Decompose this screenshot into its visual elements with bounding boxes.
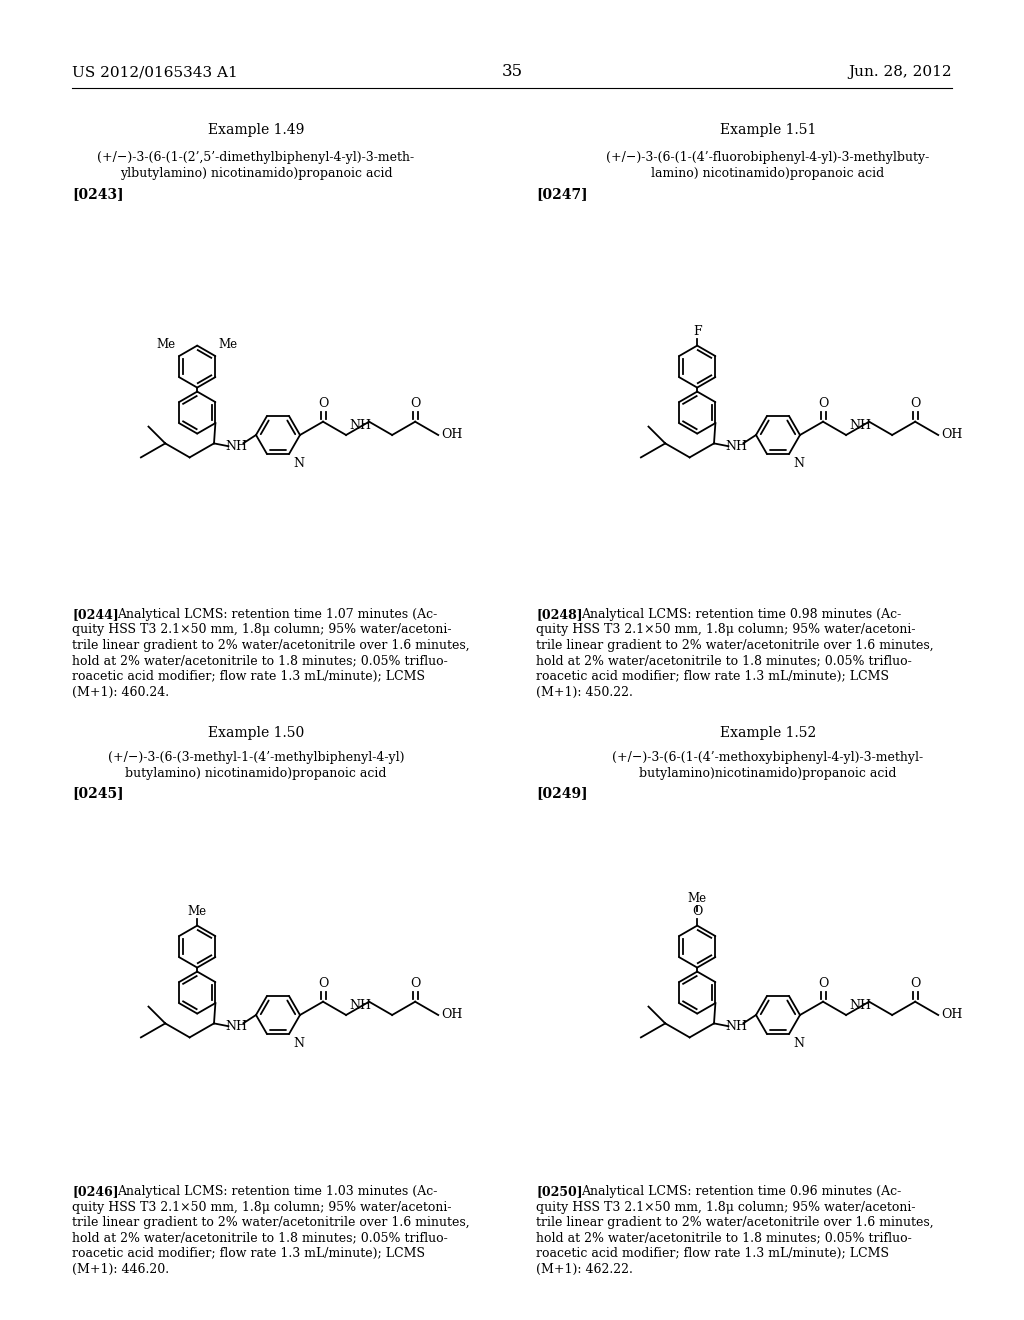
Text: quity HSS T3 2.1×50 mm, 1.8μ column; 95% water/acetoni-: quity HSS T3 2.1×50 mm, 1.8μ column; 95%…	[72, 1200, 452, 1213]
Text: Analytical LCMS: retention time 0.96 minutes (Ac-: Analytical LCMS: retention time 0.96 min…	[581, 1185, 901, 1199]
Text: quity HSS T3 2.1×50 mm, 1.8μ column; 95% water/acetoni-: quity HSS T3 2.1×50 mm, 1.8μ column; 95%…	[536, 623, 915, 636]
Text: (M+1): 446.20.: (M+1): 446.20.	[72, 1262, 169, 1275]
Text: OH: OH	[941, 1008, 963, 1022]
Text: (+/−)-3-(6-(1-(4’-fluorobiphenyl-4-yl)-3-methylbuty-: (+/−)-3-(6-(1-(4’-fluorobiphenyl-4-yl)-3…	[606, 150, 930, 164]
Text: OH: OH	[941, 429, 963, 441]
Text: O: O	[910, 977, 921, 990]
Text: O: O	[818, 977, 828, 990]
Text: N: N	[793, 1038, 804, 1049]
Text: Example 1.52: Example 1.52	[720, 726, 816, 741]
Text: quity HSS T3 2.1×50 mm, 1.8μ column; 95% water/acetoni-: quity HSS T3 2.1×50 mm, 1.8μ column; 95%…	[72, 623, 452, 636]
Text: Jun. 28, 2012: Jun. 28, 2012	[848, 65, 952, 79]
Text: (+/−)-3-(6-(3-methyl-1-(4’-methylbiphenyl-4-yl): (+/−)-3-(6-(3-methyl-1-(4’-methylbipheny…	[108, 751, 404, 763]
Text: NH: NH	[349, 999, 371, 1012]
Text: N: N	[293, 1038, 304, 1049]
Text: Me: Me	[218, 338, 238, 351]
Text: (+/−)-3-(6-(1-(2’,5’-dimethylbiphenyl-4-yl)-3-meth-: (+/−)-3-(6-(1-(2’,5’-dimethylbiphenyl-4-…	[97, 150, 415, 164]
Text: hold at 2% water/acetonitrile to 1.8 minutes; 0.05% trifluo-: hold at 2% water/acetonitrile to 1.8 min…	[72, 1232, 447, 1245]
Text: [0247]: [0247]	[536, 187, 588, 201]
Text: quity HSS T3 2.1×50 mm, 1.8μ column; 95% water/acetoni-: quity HSS T3 2.1×50 mm, 1.8μ column; 95%…	[536, 1200, 915, 1213]
Text: O: O	[317, 977, 329, 990]
Text: trile linear gradient to 2% water/acetonitrile over 1.6 minutes,: trile linear gradient to 2% water/aceton…	[72, 1216, 470, 1229]
Text: NH: NH	[349, 418, 371, 432]
Text: [0246]: [0246]	[72, 1185, 119, 1199]
Text: [0245]: [0245]	[72, 785, 124, 800]
Text: lamino) nicotinamido)propanoic acid: lamino) nicotinamido)propanoic acid	[651, 166, 885, 180]
Text: [0244]: [0244]	[72, 609, 119, 620]
Text: Analytical LCMS: retention time 1.03 minutes (Ac-: Analytical LCMS: retention time 1.03 min…	[117, 1185, 437, 1199]
Text: roacetic acid modifier; flow rate 1.3 mL/minute); LCMS: roacetic acid modifier; flow rate 1.3 mL…	[536, 671, 889, 682]
Text: trile linear gradient to 2% water/acetonitrile over 1.6 minutes,: trile linear gradient to 2% water/aceton…	[536, 639, 934, 652]
Text: Example 1.49: Example 1.49	[208, 123, 304, 137]
Text: NH: NH	[725, 440, 748, 453]
Text: butylamino)nicotinamido)propanoic acid: butylamino)nicotinamido)propanoic acid	[639, 767, 897, 780]
Text: [0250]: [0250]	[536, 1185, 583, 1199]
Text: [0248]: [0248]	[536, 609, 583, 620]
Text: [0243]: [0243]	[72, 187, 124, 201]
Text: Me: Me	[688, 891, 707, 904]
Text: hold at 2% water/acetonitrile to 1.8 minutes; 0.05% trifluo-: hold at 2% water/acetonitrile to 1.8 min…	[536, 655, 911, 668]
Text: Me: Me	[157, 338, 176, 351]
Text: O: O	[410, 977, 421, 990]
Text: US 2012/0165343 A1: US 2012/0165343 A1	[72, 65, 238, 79]
Text: NH: NH	[725, 1019, 748, 1032]
Text: (M+1): 450.22.: (M+1): 450.22.	[536, 685, 633, 698]
Text: NH: NH	[849, 999, 871, 1012]
Text: (+/−)-3-(6-(1-(4’-methoxybiphenyl-4-yl)-3-methyl-: (+/−)-3-(6-(1-(4’-methoxybiphenyl-4-yl)-…	[612, 751, 924, 763]
Text: ylbutylamino) nicotinamido)propanoic acid: ylbutylamino) nicotinamido)propanoic aci…	[120, 166, 392, 180]
Text: (M+1): 462.22.: (M+1): 462.22.	[536, 1262, 633, 1275]
Text: NH: NH	[849, 418, 871, 432]
Text: [0249]: [0249]	[536, 785, 588, 800]
Text: NH: NH	[225, 440, 248, 453]
Text: Me: Me	[187, 904, 207, 917]
Text: trile linear gradient to 2% water/acetonitrile over 1.6 minutes,: trile linear gradient to 2% water/aceton…	[536, 1216, 934, 1229]
Text: N: N	[293, 457, 304, 470]
Text: butylamino) nicotinamido)propanoic acid: butylamino) nicotinamido)propanoic acid	[125, 767, 387, 780]
Text: trile linear gradient to 2% water/acetonitrile over 1.6 minutes,: trile linear gradient to 2% water/aceton…	[72, 639, 470, 652]
Text: O: O	[410, 397, 421, 409]
Text: NH: NH	[225, 1019, 248, 1032]
Text: O: O	[317, 397, 329, 409]
Text: O: O	[692, 904, 702, 917]
Text: 35: 35	[502, 63, 522, 81]
Text: Analytical LCMS: retention time 1.07 minutes (Ac-: Analytical LCMS: retention time 1.07 min…	[117, 609, 437, 620]
Text: hold at 2% water/acetonitrile to 1.8 minutes; 0.05% trifluo-: hold at 2% water/acetonitrile to 1.8 min…	[72, 655, 447, 668]
Text: roacetic acid modifier; flow rate 1.3 mL/minute); LCMS: roacetic acid modifier; flow rate 1.3 mL…	[536, 1247, 889, 1261]
Text: (M+1): 460.24.: (M+1): 460.24.	[72, 685, 169, 698]
Text: roacetic acid modifier; flow rate 1.3 mL/minute); LCMS: roacetic acid modifier; flow rate 1.3 mL…	[72, 671, 425, 682]
Text: hold at 2% water/acetonitrile to 1.8 minutes; 0.05% trifluo-: hold at 2% water/acetonitrile to 1.8 min…	[536, 1232, 911, 1245]
Text: Analytical LCMS: retention time 0.98 minutes (Ac-: Analytical LCMS: retention time 0.98 min…	[581, 609, 901, 620]
Text: OH: OH	[441, 1008, 463, 1022]
Text: OH: OH	[441, 429, 463, 441]
Text: Example 1.50: Example 1.50	[208, 726, 304, 741]
Text: O: O	[818, 397, 828, 409]
Text: O: O	[910, 397, 921, 409]
Text: Example 1.51: Example 1.51	[720, 123, 816, 137]
Text: N: N	[793, 457, 804, 470]
Text: roacetic acid modifier; flow rate 1.3 mL/minute); LCMS: roacetic acid modifier; flow rate 1.3 mL…	[72, 1247, 425, 1261]
Text: F: F	[693, 325, 701, 338]
